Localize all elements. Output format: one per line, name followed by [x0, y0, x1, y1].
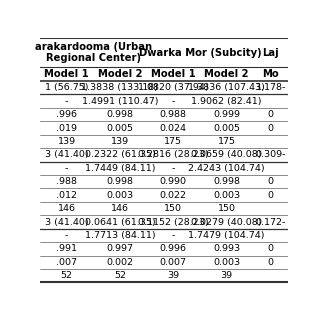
- Text: 0.2322 (61.35): 0.2322 (61.35): [84, 150, 155, 159]
- Text: 52: 52: [114, 271, 126, 280]
- Text: 0.998: 0.998: [107, 177, 133, 186]
- Text: 0.0641 (61.35): 0.0641 (61.35): [85, 218, 155, 227]
- Text: Model 1: Model 1: [151, 69, 196, 79]
- Text: 3 (41.40): 3 (41.40): [45, 218, 88, 227]
- Text: 1.9062 (82.41): 1.9062 (82.41): [191, 97, 262, 106]
- Text: 0.005: 0.005: [213, 124, 240, 132]
- Text: 1.0820 (37.94): 1.0820 (37.94): [138, 83, 209, 92]
- Text: -: -: [172, 97, 175, 106]
- Text: 0.997: 0.997: [107, 244, 133, 253]
- Text: .007: .007: [56, 258, 77, 267]
- Text: 0: 0: [268, 258, 274, 267]
- Text: 0: 0: [268, 191, 274, 200]
- Text: 0.2816 (28.23): 0.2816 (28.23): [138, 150, 209, 159]
- Text: -: -: [65, 97, 68, 106]
- Text: .019: .019: [56, 124, 77, 132]
- Text: -: -: [172, 231, 175, 240]
- Text: 0.999: 0.999: [213, 110, 240, 119]
- Text: 175: 175: [218, 137, 236, 146]
- Text: 0.002: 0.002: [107, 258, 133, 267]
- Text: 0.172-: 0.172-: [255, 218, 286, 227]
- Text: Laj: Laj: [262, 48, 279, 58]
- Text: 146: 146: [58, 204, 76, 213]
- Text: .996: .996: [56, 110, 77, 119]
- Text: -: -: [65, 231, 68, 240]
- Text: 0.998: 0.998: [107, 110, 133, 119]
- Text: .991: .991: [56, 244, 77, 253]
- Text: .012: .012: [56, 191, 77, 200]
- Text: 0: 0: [268, 110, 274, 119]
- Text: 39: 39: [167, 271, 180, 280]
- Text: 0.309-: 0.309-: [255, 150, 286, 159]
- Text: Dwarka Mor (Subcity): Dwarka Mor (Subcity): [139, 48, 261, 58]
- Text: 0.996: 0.996: [160, 244, 187, 253]
- Text: .988: .988: [56, 177, 77, 186]
- Text: 0.1152 (28.23): 0.1152 (28.23): [138, 218, 209, 227]
- Text: 1.4991 (110.47): 1.4991 (110.47): [82, 97, 158, 106]
- Text: arakardooma (Urban
Regional Center): arakardooma (Urban Regional Center): [35, 42, 152, 63]
- Text: Mo: Mo: [262, 69, 279, 79]
- Text: 1.3836 (107.43): 1.3836 (107.43): [188, 83, 265, 92]
- Text: 0.990: 0.990: [160, 177, 187, 186]
- Text: 0.993: 0.993: [213, 244, 240, 253]
- Text: 0.022: 0.022: [160, 191, 187, 200]
- Text: 150: 150: [164, 204, 182, 213]
- Text: 146: 146: [111, 204, 129, 213]
- Text: 3 (41.40): 3 (41.40): [45, 150, 88, 159]
- Text: 0: 0: [268, 244, 274, 253]
- Text: 1.7713 (84.11): 1.7713 (84.11): [85, 231, 155, 240]
- Text: 0.0279 (40.08): 0.0279 (40.08): [191, 218, 262, 227]
- Text: 0: 0: [268, 177, 274, 186]
- Text: 1.7449 (84.11): 1.7449 (84.11): [85, 164, 155, 173]
- Text: 139: 139: [58, 137, 76, 146]
- Text: 0.005: 0.005: [107, 124, 133, 132]
- Text: 0.988: 0.988: [160, 110, 187, 119]
- Text: 0.003: 0.003: [213, 191, 240, 200]
- Text: 0.003: 0.003: [213, 258, 240, 267]
- Text: 2.4243 (104.74): 2.4243 (104.74): [188, 164, 265, 173]
- Text: 0: 0: [268, 124, 274, 132]
- Text: Model 2: Model 2: [204, 69, 249, 79]
- Text: 175: 175: [164, 137, 182, 146]
- Text: 0.0659 (40.08): 0.0659 (40.08): [191, 150, 262, 159]
- Text: 150: 150: [218, 204, 236, 213]
- Text: Model 1: Model 1: [44, 69, 89, 79]
- Text: -: -: [172, 164, 175, 173]
- Text: 39: 39: [220, 271, 233, 280]
- Text: 1.7479 (104.74): 1.7479 (104.74): [188, 231, 265, 240]
- Text: 0.007: 0.007: [160, 258, 187, 267]
- Text: 0.003: 0.003: [107, 191, 133, 200]
- Text: 1.3838 (133.18): 1.3838 (133.18): [82, 83, 158, 92]
- Text: 1.178-: 1.178-: [255, 83, 286, 92]
- Text: 139: 139: [111, 137, 129, 146]
- Text: -: -: [65, 164, 68, 173]
- Text: 0.998: 0.998: [213, 177, 240, 186]
- Text: 52: 52: [61, 271, 73, 280]
- Text: 0.024: 0.024: [160, 124, 187, 132]
- Text: 1 (56.75): 1 (56.75): [45, 83, 88, 92]
- Text: Model 2: Model 2: [98, 69, 142, 79]
